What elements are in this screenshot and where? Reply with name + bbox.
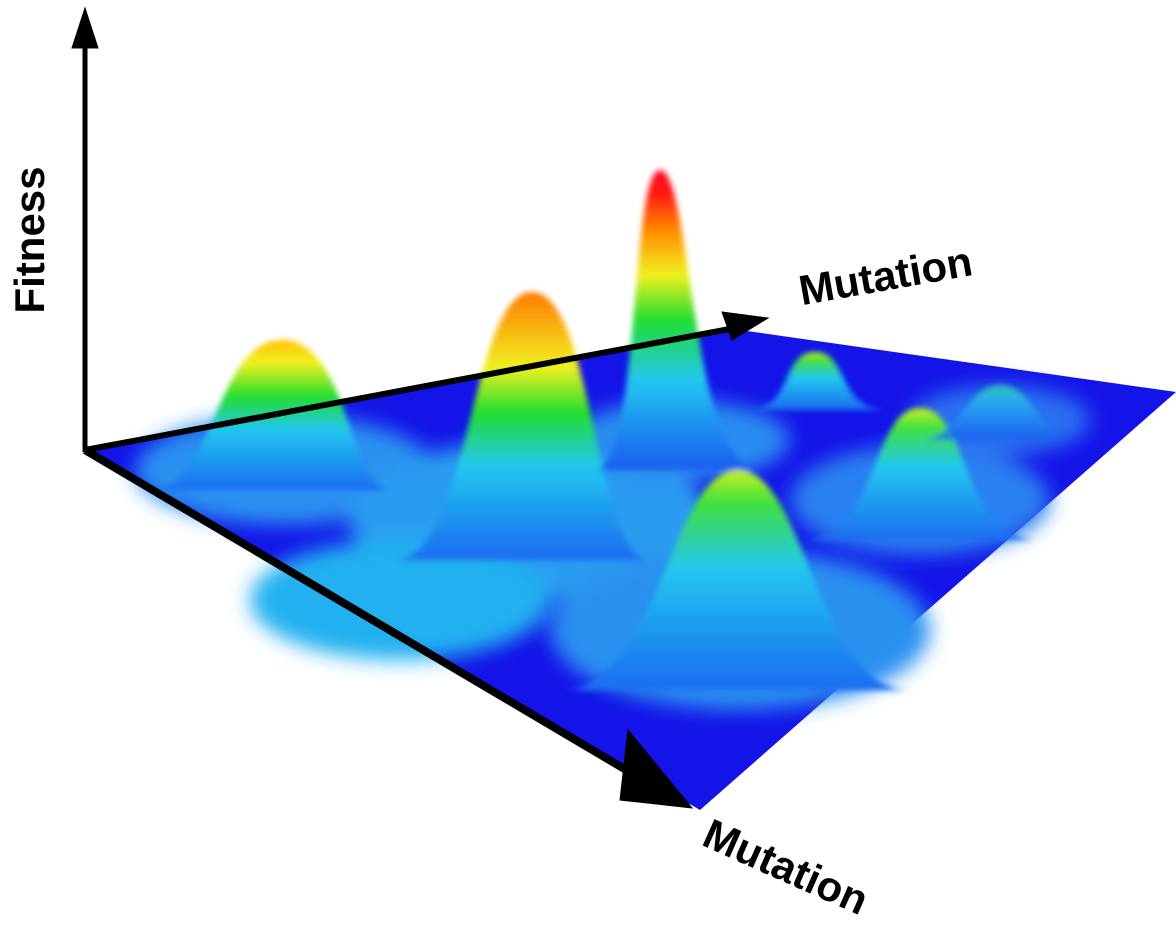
arrow-head — [72, 8, 98, 48]
axis-label: Mutation — [696, 810, 875, 924]
axis-label: Fitness — [6, 166, 53, 313]
axis-label: Mutation — [795, 237, 975, 314]
fitness-landscape: Fitness Mutation Mutation — [0, 0, 1176, 947]
